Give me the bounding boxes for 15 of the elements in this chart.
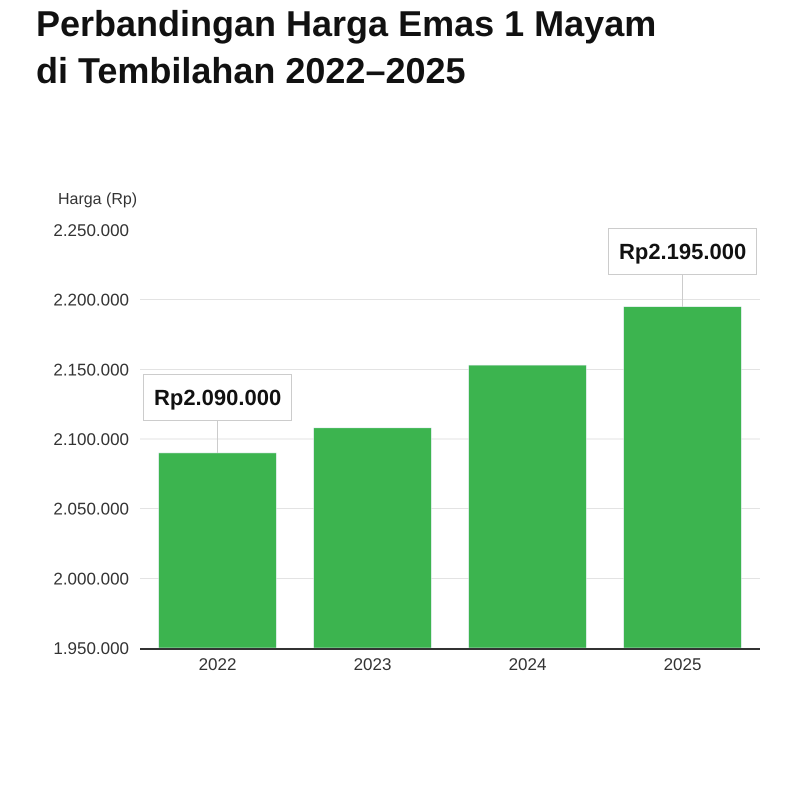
y-tick-label: 2.100.000 — [53, 430, 129, 449]
y-tick-label: 1.950.000 — [53, 638, 129, 658]
chart-title: Perbandingan Harga Emas 1 Mayam di Tembilahan 2022–2025 — [36, 3, 656, 91]
data-label: Rp2.090.000 — [154, 385, 282, 410]
y-tick-label: 2.050.000 — [53, 500, 129, 519]
x-tick-label: 2025 — [664, 655, 702, 674]
data-label: Rp2.195.000 — [619, 239, 746, 264]
y-tick-label: 2.000.000 — [53, 569, 129, 588]
y-tick-label: 2.200.000 — [53, 290, 129, 310]
y-tick-label: 2.250.000 — [53, 220, 129, 240]
x-tick-label: 2022 — [198, 655, 236, 674]
y-axis-title: Harga (Rp) — [58, 191, 138, 208]
x-tick-label: 2024 — [508, 655, 546, 674]
x-tick-label: 2023 — [354, 655, 392, 674]
y-tick-label: 2.150.000 — [53, 360, 129, 380]
